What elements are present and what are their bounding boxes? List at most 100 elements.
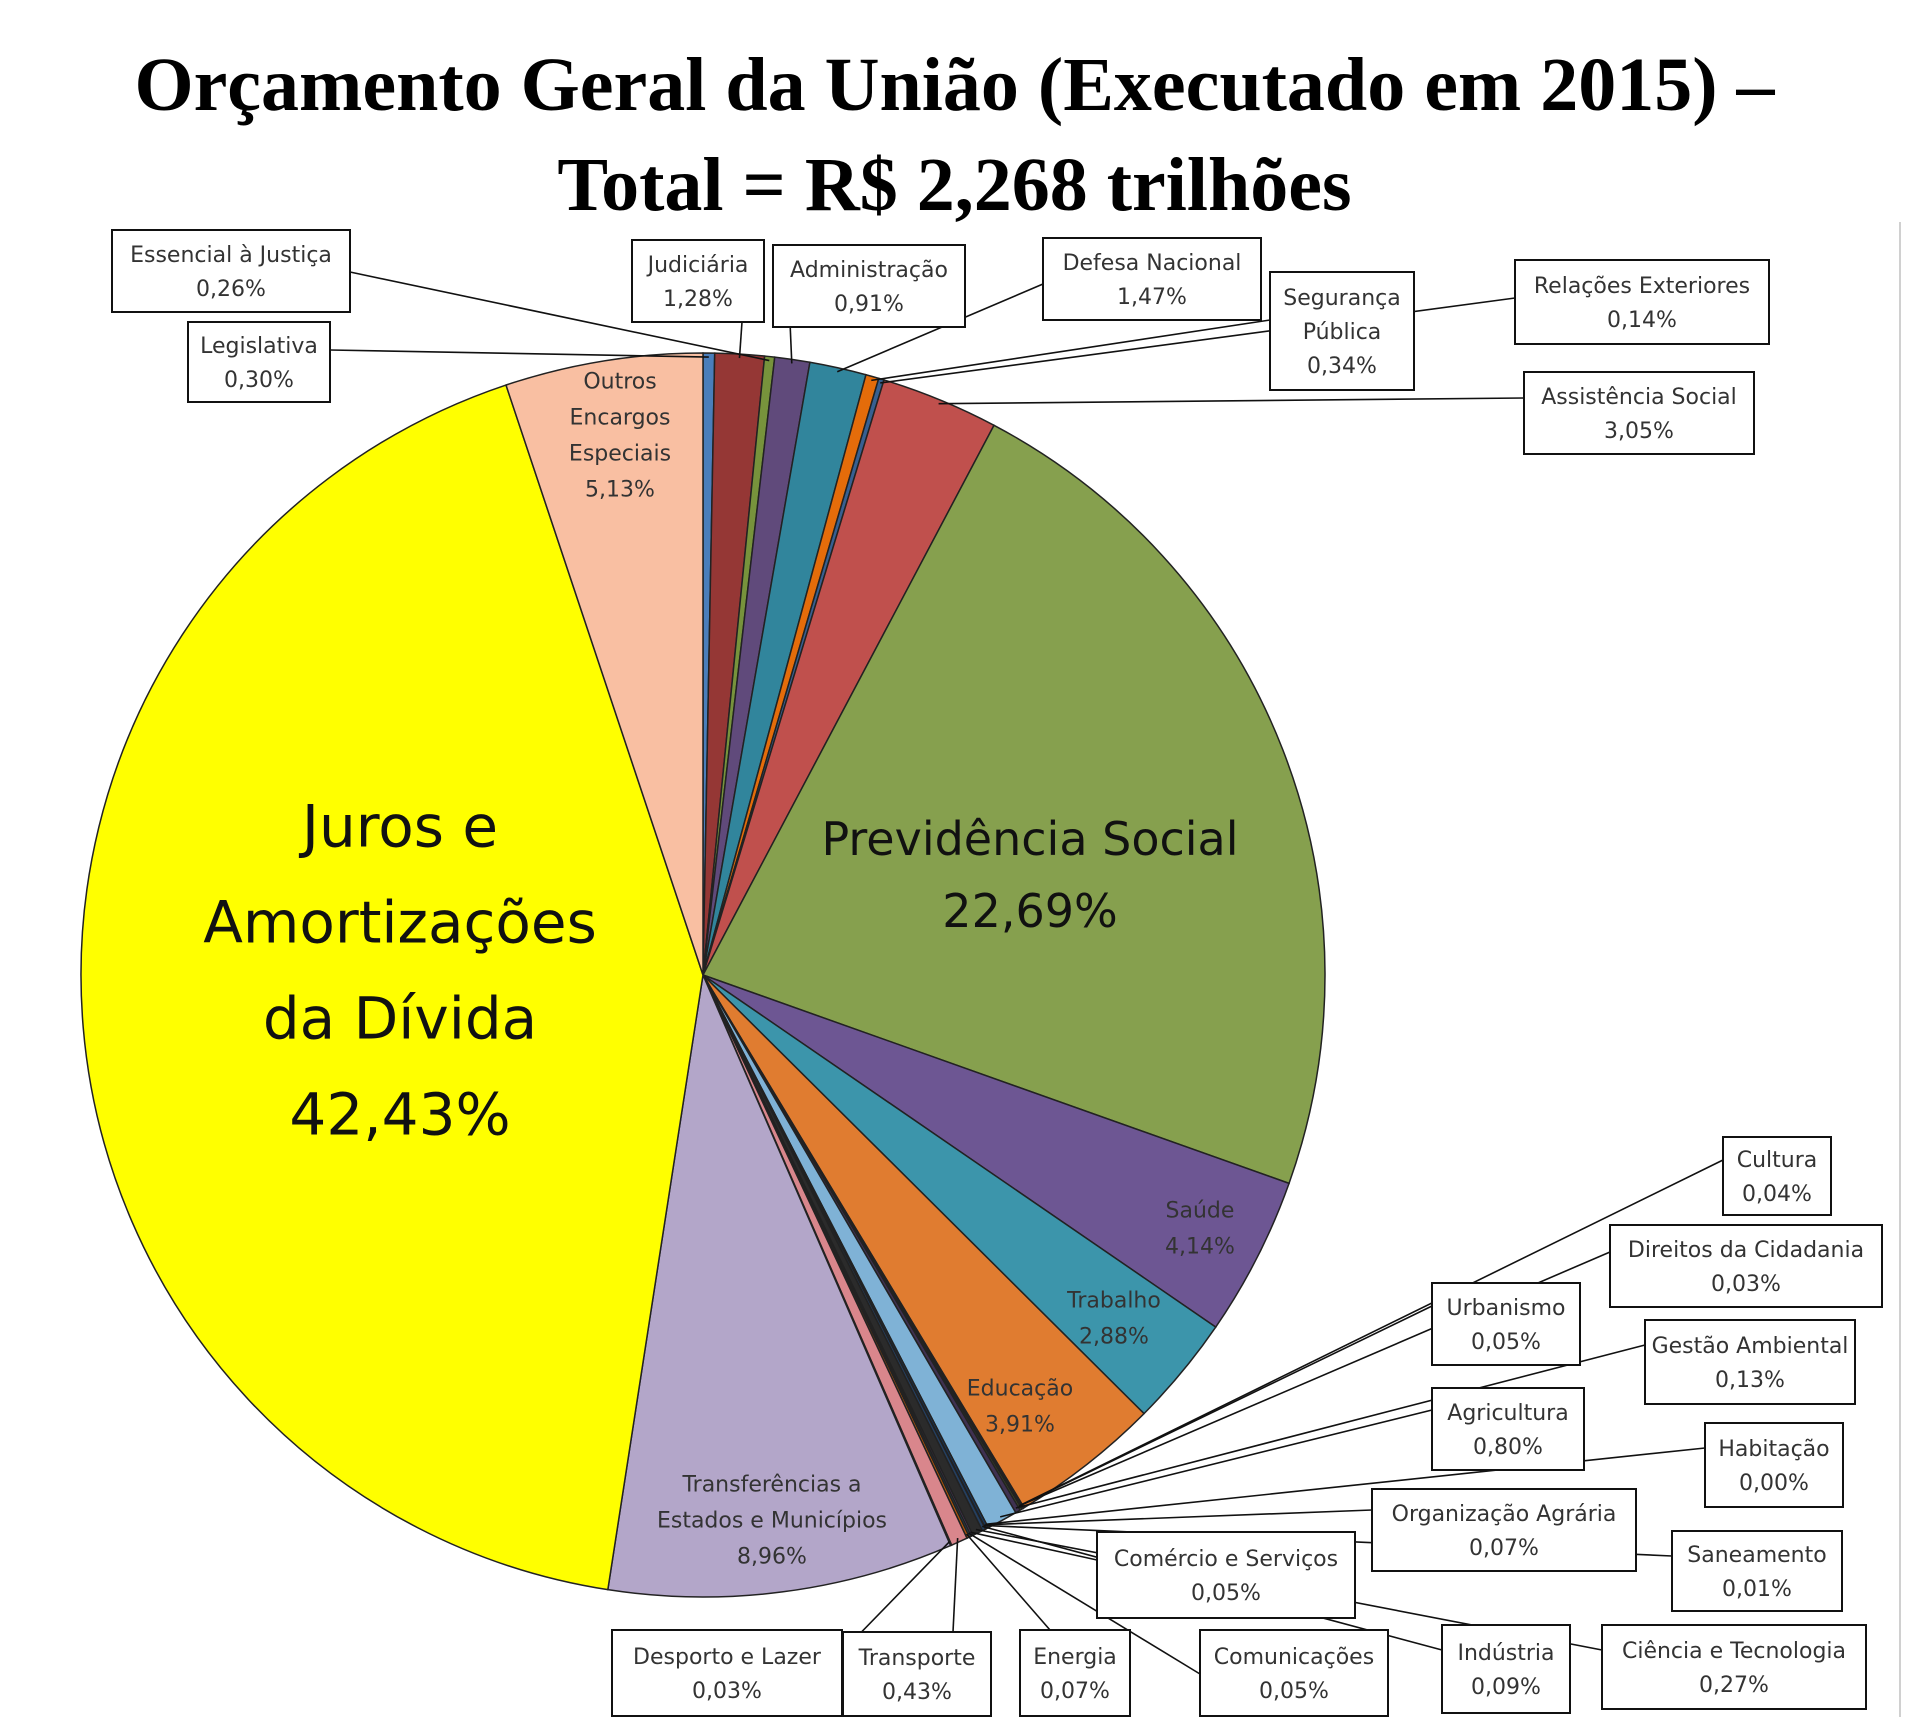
leader-line-assistencia-social bbox=[938, 397, 1525, 405]
callout-text: Comunicações 0,05% bbox=[1214, 1645, 1374, 1704]
callout-text: Judiciária 1,28% bbox=[646, 253, 749, 312]
callout-box bbox=[611, 1629, 843, 1717]
callout-text: Assistência Social 3,05% bbox=[1541, 385, 1737, 444]
callout-box bbox=[1019, 1629, 1131, 1717]
slice-transferencias-a-estados-e-municipios bbox=[606, 972, 952, 1598]
callout-text: Essencial à Justiça 0,26% bbox=[130, 243, 332, 302]
callout-habitacao: Habitação 0,00% bbox=[1704, 1422, 1844, 1508]
leader-line-cultura bbox=[1021, 1159, 1724, 1506]
leader-line-organizacao-agraria bbox=[985, 1509, 1373, 1526]
callout-transporte: Transporte 0,43% bbox=[842, 1631, 992, 1717]
leader-line-energia bbox=[965, 1533, 1051, 1631]
callout-text: Energia 0,07% bbox=[1033, 1645, 1117, 1704]
leader-line-habitacao bbox=[986, 1447, 1706, 1525]
callout-seguranca-publica: Segurança Pública 0,34% bbox=[1269, 271, 1415, 391]
callout-text: Defesa Nacional 1,47% bbox=[1063, 251, 1242, 310]
callout-gestao-ambiental: Gestão Ambiental 0,13% bbox=[1644, 1319, 1856, 1405]
inside-label-educacao: Educação 3,91% bbox=[967, 1377, 1073, 1438]
callout-text: Relações Exteriores 0,14% bbox=[1534, 274, 1750, 333]
leader-line-gestao-ambiental bbox=[1015, 1344, 1646, 1509]
callout-text: Legislativa 0,30% bbox=[200, 334, 318, 393]
callout-box bbox=[1269, 271, 1415, 391]
callout-relacoes-exteriores: Relações Exteriores 0,14% bbox=[1514, 259, 1770, 345]
slice-juros-e-amortizacoes-da-divida bbox=[80, 384, 704, 1591]
callout-comercio-e-servicos: Comércio e Serviços 0,05% bbox=[1096, 1531, 1356, 1619]
callout-organizacao-agraria: Organização Agrária 0,07% bbox=[1371, 1488, 1637, 1572]
callout-text: Saneamento 0,01% bbox=[1687, 1543, 1826, 1602]
inside-label-saude: Saúde 4,14% bbox=[1165, 1199, 1235, 1260]
callout-text: Urbanismo 0,05% bbox=[1446, 1296, 1565, 1355]
pie-slices bbox=[80, 352, 1326, 1598]
callout-assistencia-social: Assistência Social 3,05% bbox=[1523, 371, 1755, 455]
callout-defesa-nacional: Defesa Nacional 1,47% bbox=[1042, 237, 1262, 321]
callout-direitos-da-cidadania: Direitos da Cidadania 0,03% bbox=[1609, 1224, 1883, 1308]
callout-text: Ciência e Tecnologia 0,27% bbox=[1622, 1639, 1846, 1698]
callout-judiciaria: Judiciária 1,28% bbox=[631, 239, 765, 323]
callout-box bbox=[772, 244, 966, 328]
callout-text: Indústria 0,09% bbox=[1457, 1641, 1554, 1700]
callout-text: Segurança Pública 0,34% bbox=[1283, 286, 1400, 379]
callout-box bbox=[1644, 1319, 1856, 1405]
callout-box bbox=[1431, 1282, 1581, 1366]
callout-text: Cultura 0,04% bbox=[1737, 1148, 1818, 1207]
callout-urbanismo: Urbanismo 0,05% bbox=[1431, 1282, 1581, 1366]
callout-text: Habitação 0,00% bbox=[1718, 1437, 1829, 1496]
callout-box bbox=[1601, 1624, 1867, 1710]
leader-line-agricultura bbox=[999, 1409, 1433, 1518]
callout-text: Transporte 0,43% bbox=[858, 1646, 976, 1705]
callout-labels: Essencial à Justiça 0,26% Legislativa 0,30%… bbox=[111, 229, 1883, 1717]
callout-box bbox=[1609, 1224, 1883, 1308]
callout-text: Organização Agrária 0,07% bbox=[1392, 1502, 1617, 1561]
callout-desporto-e-lazer: Desporto e Lazer 0,03% bbox=[611, 1629, 843, 1717]
callout-legislativa: Legislativa 0,30% bbox=[187, 321, 331, 403]
callout-comunicacoes: Comunicações 0,05% bbox=[1199, 1629, 1389, 1717]
leader-line-legislativa bbox=[329, 349, 709, 358]
inside-label-outros-encargos-especiais: Outros Encargos Especiais 5,13% bbox=[569, 370, 671, 503]
callout-box bbox=[1042, 237, 1262, 321]
callout-essencial-a-justica: Essencial à Justiça 0,26% bbox=[111, 229, 351, 313]
callout-text: Gestão Ambiental 0,13% bbox=[1652, 1334, 1849, 1393]
callout-box bbox=[1199, 1629, 1389, 1717]
callout-cultura: Cultura 0,04% bbox=[1722, 1136, 1832, 1216]
leader-line-seguranca-publica bbox=[871, 319, 1271, 382]
callout-text: Desporto e Lazer 0,03% bbox=[633, 1645, 822, 1704]
inside-label-previdencia-social: Previdência Social 22,69% bbox=[821, 812, 1238, 938]
callout-box bbox=[1671, 1530, 1843, 1612]
leader-line-comercio-e-servicos bbox=[970, 1531, 1098, 1561]
inside-label-juros-e-amortizacoes-da-divida: Juros e Amortizações da Dívida 42,43% bbox=[203, 792, 597, 1148]
callout-box bbox=[1371, 1488, 1637, 1572]
callout-text: Administração 0,91% bbox=[790, 258, 948, 317]
callout-box bbox=[1096, 1531, 1356, 1619]
inside-labels: Juros e Amortizações da Dívida 42,43% Previd… bbox=[203, 370, 1238, 1570]
leader-line-comunicacoes bbox=[968, 1532, 1201, 1675]
callout-energia: Energia 0,07% bbox=[1019, 1629, 1131, 1717]
leader-line-essencial-a-justica bbox=[349, 271, 770, 362]
callout-ciencia-e-tecnologia: Ciência e Tecnologia 0,27% bbox=[1601, 1624, 1867, 1710]
leader-line-transporte bbox=[952, 1538, 959, 1633]
callout-box bbox=[1431, 1387, 1585, 1471]
chart-title-line-2: Total = R$ 2,268 trilhões bbox=[557, 143, 1352, 227]
callout-box bbox=[1722, 1136, 1832, 1216]
callout-text: Comércio e Serviços 0,05% bbox=[1114, 1547, 1338, 1606]
leader-line-judiciaria bbox=[738, 321, 743, 359]
callout-text: Agricultura 0,80% bbox=[1447, 1401, 1568, 1460]
callout-box bbox=[1704, 1422, 1844, 1508]
callout-agricultura: Agricultura 0,80% bbox=[1431, 1387, 1585, 1471]
callout-box bbox=[187, 321, 331, 403]
callout-box bbox=[842, 1631, 992, 1717]
callout-box bbox=[1441, 1624, 1571, 1714]
callout-box bbox=[1514, 259, 1770, 345]
leader-line-urbanismo bbox=[1018, 1305, 1433, 1507]
callout-saneamento: Saneamento 0,01% bbox=[1671, 1530, 1843, 1612]
inside-label-trabalho: Trabalho 2,88% bbox=[1066, 1289, 1161, 1350]
slice-previdencia-social bbox=[701, 424, 1326, 1185]
slice-outros-encargos-especiais bbox=[505, 352, 704, 976]
callout-text: Direitos da Cidadania 0,03% bbox=[1628, 1238, 1864, 1297]
callout-administracao: Administração 0,91% bbox=[772, 244, 966, 328]
callout-box bbox=[631, 239, 765, 323]
inside-label-transferencias-a-estados-e-municipios: Transferências a Estados e Municípios 8,96… bbox=[657, 1473, 887, 1570]
chart-title-line-1: Orçamento Geral da União (Executado em 2… bbox=[134, 43, 1775, 127]
leader-line-administracao bbox=[789, 321, 793, 364]
callout-box bbox=[111, 229, 351, 313]
